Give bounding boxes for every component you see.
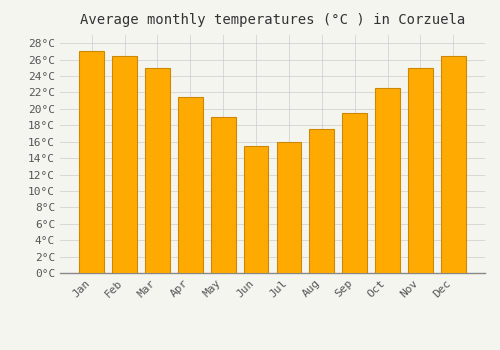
- Bar: [178, 97, 203, 273]
- Bar: [376, 88, 400, 273]
- Bar: [310, 130, 334, 273]
- Bar: [80, 51, 104, 273]
- Bar: [145, 68, 170, 273]
- Bar: [276, 142, 301, 273]
- Title: Average monthly temperatures (°C ) in Corzuela: Average monthly temperatures (°C ) in Co…: [80, 13, 465, 27]
- Bar: [244, 146, 268, 273]
- Bar: [342, 113, 367, 273]
- Bar: [211, 117, 236, 273]
- Bar: [112, 56, 137, 273]
- Bar: [441, 56, 466, 273]
- Bar: [408, 68, 433, 273]
